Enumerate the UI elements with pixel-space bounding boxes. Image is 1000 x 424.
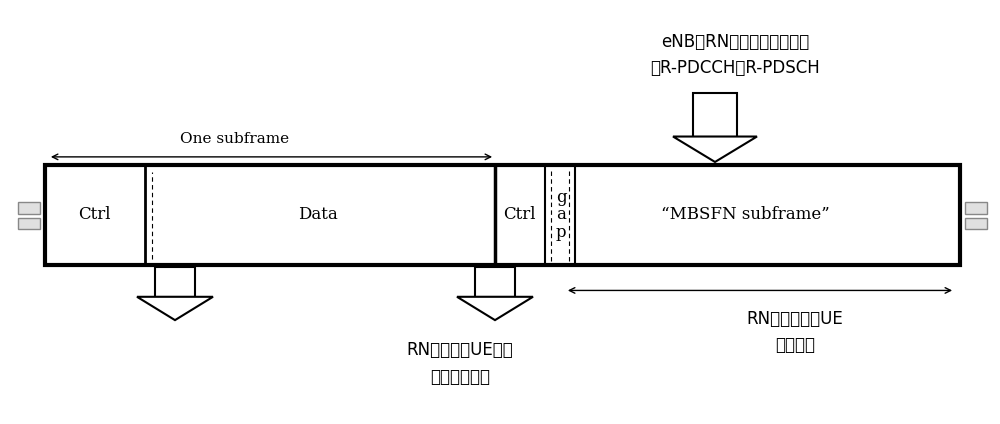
Text: eNB向RN传输数据，其中包
括R-PDCCH和R-PDSCH: eNB向RN传输数据，其中包 括R-PDCCH和R-PDSCH xyxy=(650,33,820,77)
Bar xyxy=(475,267,515,297)
Text: One subframe: One subframe xyxy=(180,132,290,146)
Text: p: p xyxy=(556,224,566,241)
Bar xyxy=(18,202,40,214)
Text: RN给其下属UE发送
下行控制信息: RN给其下属UE发送 下行控制信息 xyxy=(407,341,513,386)
Text: RN不给其下属UE
传输数据: RN不给其下属UE 传输数据 xyxy=(747,310,843,354)
Text: Ctrl: Ctrl xyxy=(503,206,535,223)
Text: Data: Data xyxy=(298,206,338,223)
Text: g: g xyxy=(556,189,566,206)
Bar xyxy=(45,165,960,265)
Polygon shape xyxy=(457,297,533,320)
Bar xyxy=(965,202,987,214)
Text: “MBSFN subframe”: “MBSFN subframe” xyxy=(661,206,829,223)
Polygon shape xyxy=(673,137,757,162)
Text: Ctrl: Ctrl xyxy=(78,206,110,223)
Bar xyxy=(18,218,40,229)
Bar xyxy=(965,218,987,229)
Polygon shape xyxy=(137,297,213,320)
Text: a: a xyxy=(556,206,566,223)
Bar xyxy=(693,93,737,137)
Bar xyxy=(155,267,195,297)
